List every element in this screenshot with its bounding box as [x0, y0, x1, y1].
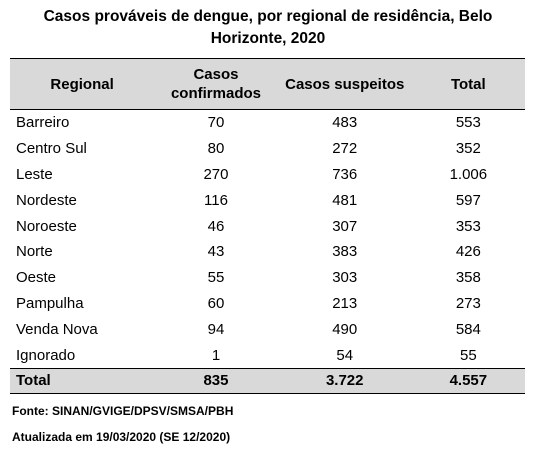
row-label: Norte [16, 243, 53, 261]
cell: 597 [455, 191, 481, 209]
cell: 55 [459, 346, 477, 364]
table-header: Regional Casos confirmados Casos suspeitos… [10, 58, 525, 110]
table-row: Pampulha 60 213 273 [10, 291, 525, 317]
cell: 307 [332, 217, 358, 235]
table-row: Leste 270 736 1.006 [10, 162, 525, 188]
cell: 273 [455, 294, 481, 312]
table-row: Norte 43 383 426 [10, 239, 525, 265]
row-label: Venda Nova [16, 320, 98, 338]
cell: 1.006 [449, 165, 488, 183]
table-row: Noroeste 46 307 353 [10, 213, 525, 239]
row-label: Centro Sul [16, 140, 87, 158]
total-cell: 835 [154, 367, 278, 394]
data-table: Regional Casos confirmados Casos suspeitos… [10, 58, 525, 394]
cell: 54 [336, 346, 354, 364]
cell: 94 [207, 320, 225, 338]
row-label: Barreiro [16, 114, 70, 132]
row-label: Leste [16, 165, 53, 183]
total-cell: 4.557 [411, 367, 525, 394]
cell: 352 [455, 140, 481, 158]
cell: 116 [204, 191, 228, 209]
cell: 383 [332, 243, 358, 261]
table-row: Venda Nova 94 490 584 [10, 316, 525, 342]
table-row: Oeste 55 303 358 [10, 265, 525, 291]
column-header: Casos suspeitos [277, 58, 412, 110]
cell: 584 [455, 320, 481, 338]
row-label: Noroeste [16, 217, 77, 235]
row-label: Oeste [16, 269, 57, 287]
cell: 481 [332, 191, 358, 209]
row-label: Ignorado [16, 346, 76, 364]
total-label: Total [10, 367, 155, 394]
column-header: Regional [10, 58, 155, 110]
footnote: Atualizada em 19/03/2020 (SE 12/2020) [12, 430, 231, 444]
cell: 272 [332, 140, 358, 158]
cell: 70 [207, 114, 225, 132]
cell: 60 [207, 294, 225, 312]
total-row: Total 835 3.722 4.557 [10, 367, 525, 394]
table-title: Casos prováveis de dengue, por regional … [43, 8, 493, 47]
header-row: Regional Casos confirmados Casos suspeitos… [10, 58, 525, 110]
cell: 426 [455, 243, 481, 261]
cell: 490 [332, 320, 358, 338]
table-row: Nordeste 116 481 597 [10, 187, 525, 213]
cell: 270 [203, 165, 229, 183]
cell: 353 [455, 217, 481, 235]
cell: 736 [332, 165, 358, 183]
table-row: Barreiro 70 483 553 [10, 110, 525, 136]
table-row: Centro Sul 80 272 352 [10, 136, 525, 162]
cell: 46 [207, 217, 225, 235]
column-header: Total [411, 58, 525, 110]
cell: 80 [207, 140, 225, 158]
cell: 213 [332, 294, 358, 312]
cell: 483 [332, 114, 358, 132]
cell: 358 [455, 269, 481, 287]
cell: 1 [211, 346, 221, 364]
row-label: Nordeste [16, 191, 77, 209]
table-footer: Total 835 3.722 4.557 [10, 367, 525, 394]
cell: 43 [207, 243, 225, 261]
row-label: Pampulha [16, 294, 84, 312]
cell: 553 [455, 114, 481, 132]
footnote: Fonte: SINAN/GVIGE/DPSV/SMSA/PBH [12, 404, 234, 418]
column-header: Casos confirmados [154, 58, 278, 110]
cell: 55 [207, 269, 225, 287]
table-row: Ignorado 1 54 55 [10, 342, 525, 368]
total-cell: 3.722 [277, 367, 412, 394]
page: Casos prováveis de dengue, por regional … [0, 6, 536, 461]
cell: 303 [332, 269, 358, 287]
table-body: Barreiro 70 483 553 Centro Sul 80 272 352 Leste 2… [10, 110, 525, 369]
